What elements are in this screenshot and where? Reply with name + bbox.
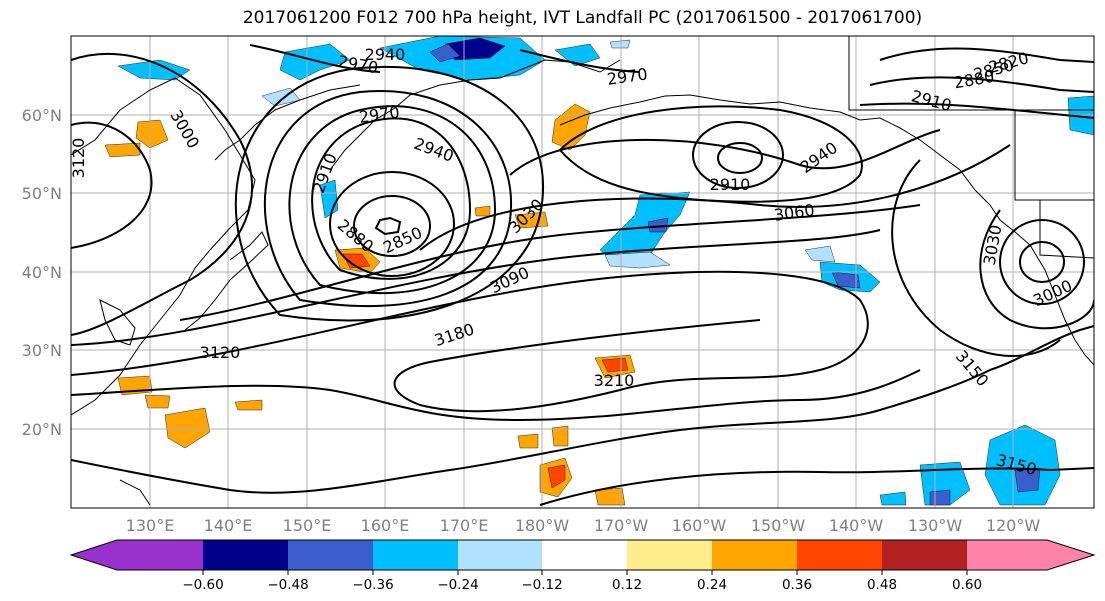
- ivt-negative-region: [929, 489, 951, 506]
- colorbar-segment: [542, 540, 627, 570]
- ivt-positive-region: [547, 464, 566, 489]
- contour-label: 2940: [412, 134, 457, 166]
- lon-label: 150°W: [751, 516, 806, 535]
- colorbar-outline: [69, 539, 1096, 571]
- lon-label: 160°E: [361, 516, 410, 535]
- colorbar-tick-label: 0.48: [867, 577, 897, 593]
- contour-label: 2940: [797, 138, 841, 177]
- ivt-negative-region: [647, 217, 669, 233]
- colorbar-tick-label: −0.48: [267, 577, 308, 593]
- colorbar-tick-label: −0.12: [521, 577, 562, 593]
- ivt-negative-region: [279, 43, 351, 81]
- colorbar-high-extension: [1047, 540, 1094, 570]
- map-area: 2940 2970 2970 2970 2820 2850 2880 2910 …: [69, 36, 1094, 508]
- ivt-positive-region: [517, 433, 539, 449]
- map-title: 2017061200 F012 700 hPa height, IVT Land…: [242, 8, 923, 28]
- colorbar-segment: [712, 540, 797, 570]
- lon-label: 170°E: [440, 516, 489, 535]
- ivt-negative-region: [117, 59, 191, 81]
- lon-label: 160°W: [672, 516, 727, 535]
- colorbar-segment: [627, 540, 712, 570]
- longitude-labels: 130°E 140°E 150°E 160°E 170°E 180°W 170°…: [126, 516, 1041, 535]
- lat-label: 30°N: [22, 341, 62, 360]
- ivt-negative-region: [804, 245, 836, 263]
- ivt-negative-region: [831, 271, 861, 289]
- colorbar-low-extension: [71, 540, 117, 570]
- map-frame: [70, 35, 1095, 509]
- contour-label: 3120: [69, 138, 88, 179]
- colorbar-segment: [797, 540, 882, 570]
- colorbar-tick-label: 0.36: [782, 577, 812, 593]
- ivt-positive-region: [474, 205, 491, 217]
- ivt-positive-region: [551, 425, 569, 447]
- lon-label: 140°E: [204, 516, 253, 535]
- ivt-positive-region: [164, 407, 211, 449]
- ivt-positive-region: [594, 487, 626, 506]
- colorbar-tick-label: 0.24: [697, 577, 727, 593]
- contour-label: 3120: [200, 343, 241, 362]
- contour-label: 3180: [432, 319, 477, 350]
- lon-label: 170°W: [594, 516, 649, 535]
- ivt-positive-region: [135, 119, 169, 149]
- lon-label: 130°W: [908, 516, 963, 535]
- colorbar-tick-label: −0.24: [437, 577, 478, 593]
- lon-label: 140°W: [829, 516, 884, 535]
- contour-label: 3210: [594, 371, 635, 390]
- contour-label: 2940: [365, 45, 406, 64]
- contour-label: 2850: [380, 223, 425, 257]
- lat-label: 20°N: [22, 420, 62, 439]
- colorbar-tick-label: 0.60: [952, 577, 982, 593]
- contour-label: 2910: [909, 86, 953, 115]
- ivt-positive-region: [551, 103, 591, 151]
- ivt-positive-region: [234, 399, 263, 411]
- latitude-labels: 60°N 50°N 40°N 30°N 20°N: [22, 106, 62, 439]
- lon-label: 130°E: [126, 516, 175, 535]
- colorbar-segment: [373, 540, 458, 570]
- lat-label: 60°N: [22, 106, 62, 125]
- colorbar: −0.60 −0.48 −0.36 −0.24 −0.12 0.12 0.24 …: [69, 539, 1096, 593]
- colorbar-segment: [117, 540, 203, 570]
- contour-label: 3060: [773, 200, 816, 224]
- ivt-positive-region: [104, 142, 141, 158]
- ivt-negative-region: [604, 251, 671, 269]
- colorbar-segment: [967, 540, 1047, 570]
- contour-label: 2970: [358, 102, 401, 126]
- contour-label: 2910: [710, 175, 751, 194]
- contour-label: 2970: [606, 64, 649, 88]
- contour-label: 3030: [980, 223, 1006, 266]
- ivt-positive-region: [144, 394, 171, 409]
- colorbar-segment: [458, 540, 542, 570]
- lon-label: 150°E: [283, 516, 332, 535]
- lon-label: 180°W: [515, 516, 570, 535]
- ivt-negative-region: [429, 43, 461, 63]
- lat-label: 40°N: [22, 263, 62, 282]
- height-contours: [71, 44, 1094, 506]
- ivt-negative-region: [609, 39, 631, 49]
- colorbar-tick-label: −0.36: [352, 577, 393, 593]
- contour-label: 3000: [166, 107, 203, 152]
- lat-label: 50°N: [22, 184, 62, 203]
- contour-label: 2880: [952, 67, 995, 93]
- colorbar-tick-label: −0.60: [182, 577, 223, 593]
- colorbar-segment: [288, 540, 373, 570]
- colorbar-tick-label: 0.12: [612, 577, 642, 593]
- ivt-negative-region: [879, 491, 907, 506]
- colorbar-segment: [203, 540, 288, 570]
- ivt-positive-region: [342, 253, 371, 269]
- ivt-negative-region: [984, 424, 1061, 506]
- lon-label: 120°W: [986, 516, 1041, 535]
- colorbar-segment: [882, 540, 967, 570]
